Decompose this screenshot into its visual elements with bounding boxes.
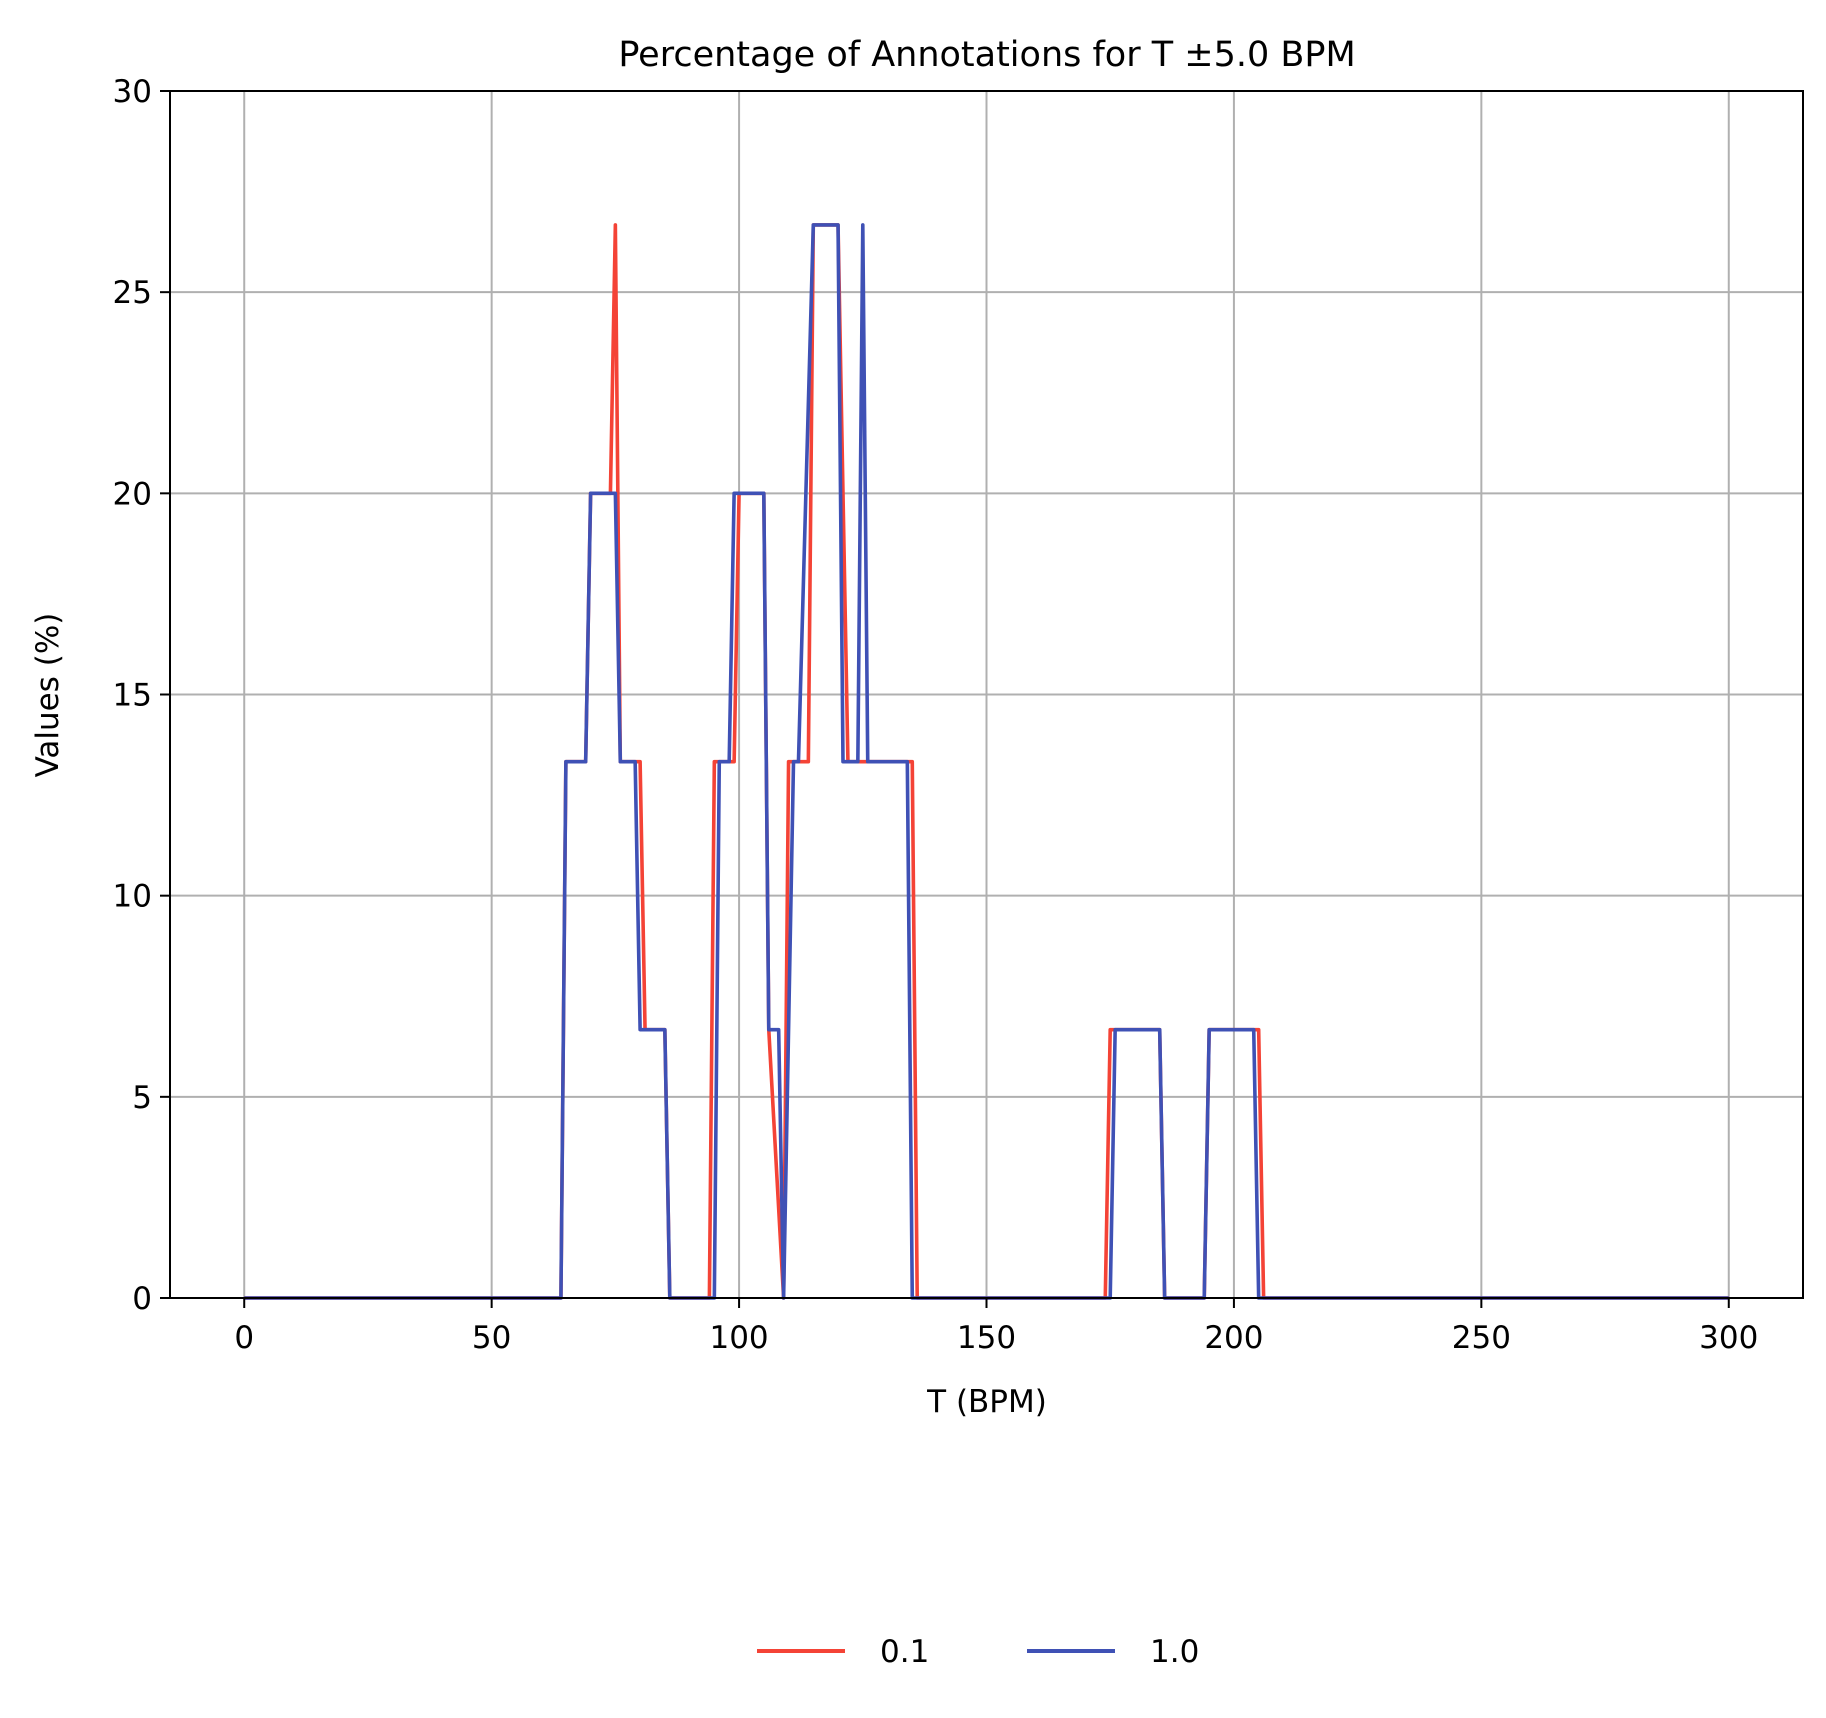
x-tick-label: 100 xyxy=(709,1320,768,1356)
legend-label: 1.0 xyxy=(1150,1634,1199,1670)
legend-label: 0.1 xyxy=(880,1634,929,1670)
y-tick-label: 20 xyxy=(113,476,152,512)
y-tick-label: 5 xyxy=(132,1080,152,1116)
x-tick-label: 0 xyxy=(234,1320,254,1356)
y-tick-label: 15 xyxy=(113,678,152,714)
y-tick-label: 10 xyxy=(113,879,152,915)
series-line-1.0 xyxy=(244,223,1729,1300)
legend: 0.1 1.0 xyxy=(757,1634,1199,1670)
x-tick-label: 200 xyxy=(1204,1320,1263,1356)
x-axis-label: T (BPM) xyxy=(926,1384,1047,1420)
axis-ticks: 0 50 100 150 200 250 300 0 5 10 15 20 25 30 xyxy=(113,74,1759,1356)
x-tick-label: 50 xyxy=(472,1320,511,1356)
x-tick-label: 300 xyxy=(1699,1320,1758,1356)
y-tick-label: 0 xyxy=(132,1281,152,1317)
y-tick-label: 30 xyxy=(113,74,152,110)
x-tick-label: 250 xyxy=(1452,1320,1511,1356)
chart-title: Percentage of Annotations for T ±5.0 BPM xyxy=(618,35,1355,75)
x-tick-label: 150 xyxy=(957,1320,1016,1356)
y-axis-label: Values (%) xyxy=(30,613,66,778)
series-lines xyxy=(244,223,1729,1300)
y-tick-label: 25 xyxy=(113,275,152,311)
